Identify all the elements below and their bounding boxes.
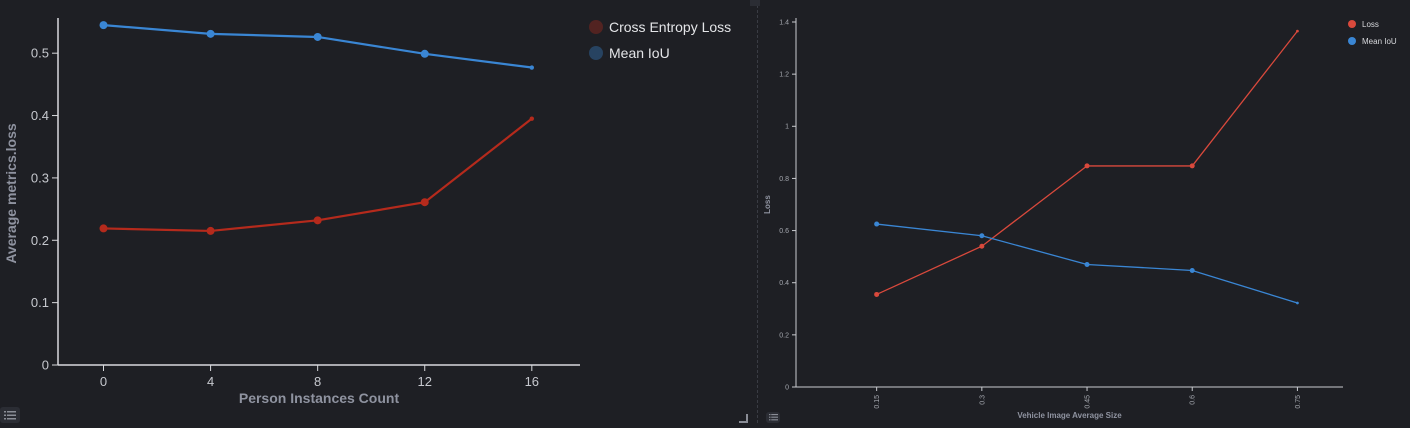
data-point — [206, 226, 215, 235]
y-axis-title: Average metrics.loss — [3, 123, 19, 264]
data-point — [529, 65, 535, 70]
x-tick-label: 0 — [100, 374, 107, 389]
list-view-button[interactable] — [766, 412, 780, 423]
data-point — [979, 233, 985, 239]
data-point — [206, 29, 215, 38]
data-point — [99, 224, 108, 233]
y-tick-label: 0.4 — [31, 108, 49, 123]
y-tick-label: 1.2 — [779, 72, 789, 79]
data-point — [979, 243, 985, 249]
data-point — [313, 216, 322, 225]
legend-label: Cross Entropy Loss — [609, 19, 731, 35]
data-point — [1189, 163, 1195, 169]
x-tick-label: 0.3 — [979, 395, 986, 405]
data-point — [1189, 267, 1195, 273]
y-tick-label: 0.5 — [31, 46, 49, 61]
data-point — [874, 291, 880, 297]
x-tick-label: 4 — [207, 374, 214, 389]
data-point — [420, 49, 429, 58]
x-tick-label: 12 — [418, 374, 432, 389]
y-tick-label: 0.8 — [779, 176, 789, 183]
x-tick-label: 16 — [525, 374, 539, 389]
series-line — [876, 30, 1298, 296]
y-tick-label: 0 — [42, 358, 49, 373]
data-point — [99, 21, 108, 30]
x-tick-label: 0.6 — [1190, 395, 1197, 405]
legend-label: Loss — [1362, 20, 1379, 29]
legend-label: Mean IoU — [1362, 37, 1397, 46]
y-tick-label: 0.2 — [779, 332, 789, 339]
list-view-button[interactable] — [0, 407, 20, 423]
x-axis-title: Person Instances Count — [239, 390, 400, 406]
y-tick-label: 1.4 — [779, 19, 789, 26]
y-tick-label: 0.2 — [31, 233, 49, 248]
data-point — [529, 116, 535, 121]
right-chart-panel: 0 0.2 0.4 0.6 0.8 1 1.2 1.4 0.15 0.3 0.45 0.6 0.75 Ve… — [758, 0, 1410, 423]
x-tick-label: 0.15 — [874, 395, 881, 409]
y-tick-label: 1 — [785, 124, 789, 131]
panel-divider[interactable] — [757, 0, 758, 423]
y-tick-label: 0.4 — [779, 280, 789, 287]
data-point — [1084, 163, 1090, 169]
list-icon — [4, 411, 16, 420]
data-point — [1296, 29, 1299, 33]
x-tick-label: 0.75 — [1295, 395, 1302, 409]
y-axis-title: Loss — [763, 195, 772, 214]
legend-swatch — [1348, 20, 1356, 28]
legend-swatch — [589, 20, 603, 34]
data-point — [1084, 261, 1090, 267]
data-point — [313, 32, 322, 41]
x-tick-label: 0.45 — [1084, 395, 1091, 409]
vehicle-size-chart: 0 0.2 0.4 0.6 0.8 1 1.2 1.4 0.15 0.3 0.45 0.6 0.75 Ve… — [763, 18, 1397, 420]
legend-swatch — [589, 46, 603, 60]
left-chart-panel: 0 0.1 0.2 0.3 0.4 0.5 0 4 8 12 16 Person Instances … — [3, 18, 732, 406]
y-tick-label: 0.1 — [31, 295, 49, 310]
data-point — [420, 198, 429, 207]
x-axis-title: Vehicle Image Average Size — [1017, 411, 1122, 420]
panel-corner-tab — [750, 0, 760, 6]
list-icon — [768, 414, 778, 421]
data-point — [1296, 301, 1299, 305]
y-tick-label: 0.6 — [779, 228, 789, 235]
series-line — [103, 24, 532, 69]
data-point — [874, 221, 880, 227]
legend-swatch — [1348, 37, 1356, 45]
x-tick-label: 8 — [314, 374, 321, 389]
resize-handle-icon[interactable] — [739, 414, 748, 423]
series-line — [103, 117, 533, 233]
y-tick-label: 0 — [785, 384, 789, 391]
y-tick-label: 0.3 — [31, 170, 49, 185]
person-instances-chart: 0 0.1 0.2 0.3 0.4 0.5 0 4 8 12 16 Person Instances … — [3, 18, 731, 406]
legend-label: Mean IoU — [609, 45, 670, 61]
